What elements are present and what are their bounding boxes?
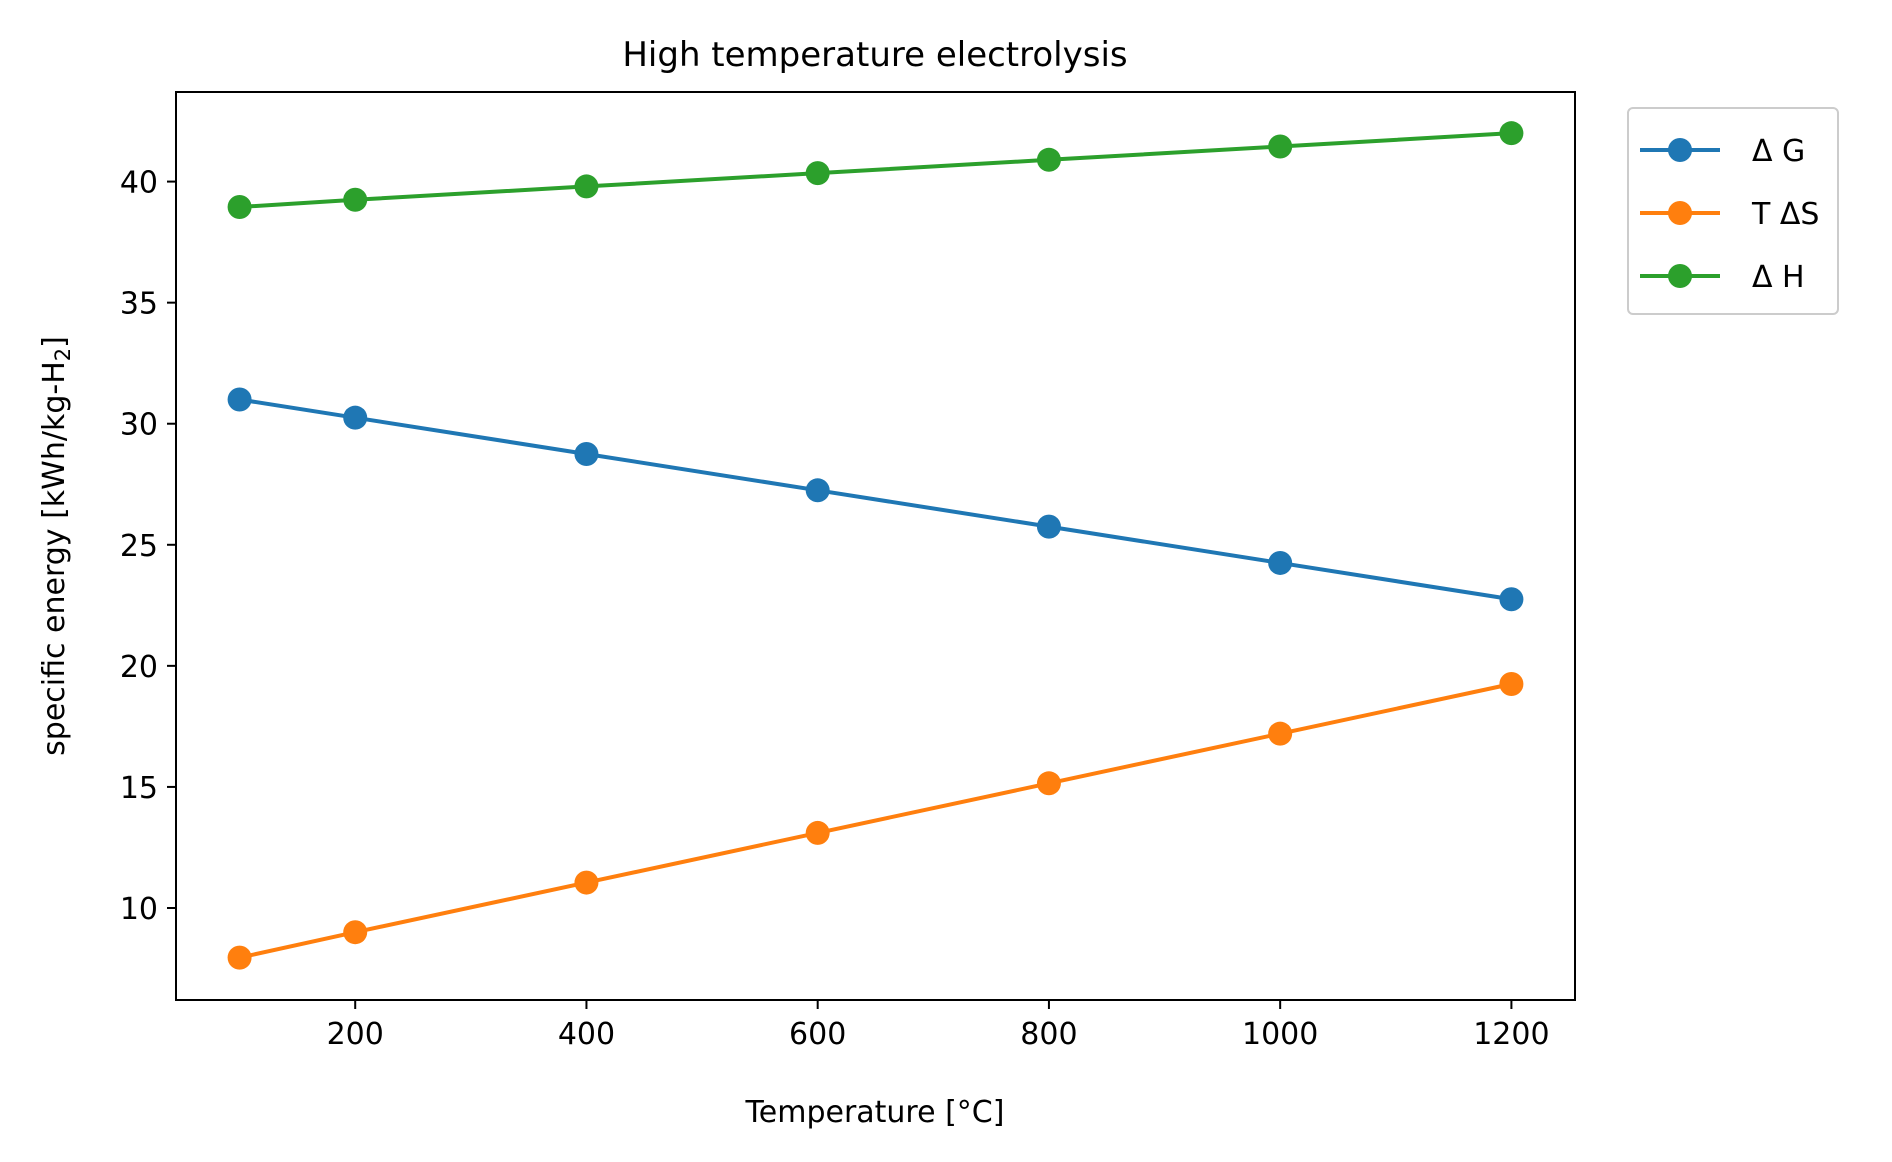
data-point [1268, 721, 1293, 746]
data-point [574, 441, 599, 466]
legend-label: Δ H [1752, 260, 1805, 295]
data-point [1268, 550, 1293, 575]
data-point [227, 195, 252, 220]
y-axis-label-main: specific energy [kWh/kg-H [37, 361, 72, 756]
legend-marker [1668, 264, 1692, 288]
data-point [1499, 672, 1524, 697]
data-point [227, 387, 252, 412]
y-axis: 10 15 20 25 30 35 40 [120, 166, 176, 927]
data-point [1268, 134, 1293, 159]
legend: Δ G T ΔS Δ H [1627, 107, 1839, 315]
x-axis: 200 400 600 800 1000 1200 [327, 1000, 1550, 1052]
plot-area [227, 121, 1524, 970]
data-point [574, 870, 599, 895]
y-tick-label: 30 [120, 408, 158, 443]
chart-title: High temperature electrolysis [622, 35, 1127, 75]
data-point [805, 478, 830, 503]
y-axis-label-suffix: ] [37, 336, 72, 348]
data-point [1499, 121, 1524, 146]
x-axis-label: Temperature [°C] [745, 1095, 1005, 1130]
data-point [343, 405, 368, 430]
legend-marker [1668, 138, 1692, 162]
x-tick-label: 800 [1020, 1017, 1077, 1052]
series-2 [227, 121, 1524, 220]
series-0 [227, 387, 1524, 612]
y-tick-label: 40 [120, 166, 158, 201]
series-line [239, 131, 1512, 210]
x-tick-label: 400 [558, 1017, 615, 1052]
y-axis-label-subscript: 2 [51, 348, 75, 361]
y-tick-label: 35 [120, 287, 158, 322]
data-point [805, 820, 830, 845]
y-tick-label: 20 [120, 650, 158, 685]
data-point [1036, 147, 1061, 172]
legend-label: T ΔS [1751, 197, 1819, 232]
data-point [1036, 771, 1061, 796]
legend-label: Δ G [1752, 134, 1805, 169]
x-tick-label: 600 [789, 1017, 846, 1052]
data-point [574, 174, 599, 199]
y-tick-label: 10 [120, 892, 158, 927]
data-point [1499, 587, 1524, 612]
data-point [343, 187, 368, 212]
y-axis-label: specific energy [kWh/kg-H2] [37, 336, 75, 756]
data-point [1036, 514, 1061, 539]
data-point [343, 920, 368, 945]
y-tick-label: 25 [120, 529, 158, 564]
series-1 [227, 672, 1524, 970]
series-line [239, 397, 1512, 602]
plot-frame [175, 91, 1576, 1001]
y-tick-label: 15 [120, 771, 158, 806]
data-point [227, 945, 252, 970]
x-tick-label: 1000 [1242, 1017, 1318, 1052]
x-tick-label: 200 [327, 1017, 384, 1052]
data-point [805, 161, 830, 186]
x-tick-label: 1200 [1473, 1017, 1549, 1052]
series-line [239, 682, 1512, 960]
legend-marker [1668, 201, 1692, 225]
